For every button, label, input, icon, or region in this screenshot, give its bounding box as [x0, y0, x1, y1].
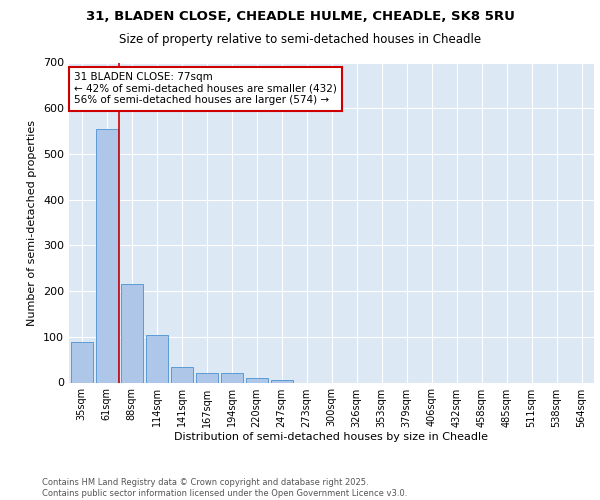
Y-axis label: Number of semi-detached properties: Number of semi-detached properties [28, 120, 37, 326]
Bar [196, 374, 218, 382]
X-axis label: Distribution of semi-detached houses by size in Cheadle: Distribution of semi-detached houses by … [175, 432, 488, 442]
Text: Size of property relative to semi-detached houses in Cheadle: Size of property relative to semi-detach… [119, 32, 481, 46]
Bar [121, 284, 143, 382]
Text: Contains HM Land Registry data © Crown copyright and database right 2025.
Contai: Contains HM Land Registry data © Crown c… [42, 478, 407, 498]
Text: 31, BLADEN CLOSE, CHEADLE HULME, CHEADLE, SK8 5RU: 31, BLADEN CLOSE, CHEADLE HULME, CHEADLE… [86, 10, 514, 23]
Bar [170, 366, 193, 382]
Bar [221, 374, 242, 382]
Text: 31 BLADEN CLOSE: 77sqm
← 42% of semi-detached houses are smaller (432)
56% of se: 31 BLADEN CLOSE: 77sqm ← 42% of semi-det… [74, 72, 337, 106]
Bar [95, 129, 118, 382]
Bar [271, 380, 293, 382]
Bar [71, 342, 92, 382]
Bar [146, 334, 167, 382]
Bar [245, 378, 268, 382]
